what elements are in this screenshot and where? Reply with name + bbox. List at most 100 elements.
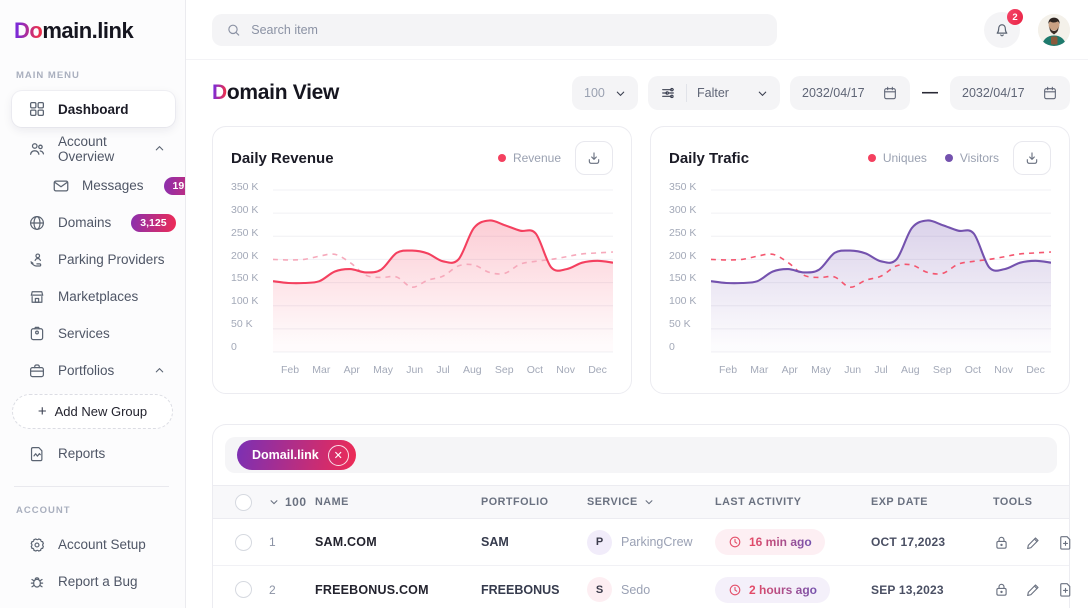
daily-revenue-chart-card: Daily Revenue Revenue 350 K 300 K 250 K 200… xyxy=(212,126,632,394)
chevron-down-icon xyxy=(270,500,278,505)
sidebar-item-label: Reports xyxy=(58,446,106,461)
row-count-sort[interactable]: 100 xyxy=(269,495,315,509)
chart-title: Daily Trafic xyxy=(669,149,750,167)
user-avatar[interactable] xyxy=(1038,14,1070,46)
x-tick-label: Jun xyxy=(406,364,424,376)
sidebar-item-parking-providers[interactable]: Parking Providers xyxy=(12,241,175,278)
exp-date-cell: SEP 13,2023 xyxy=(871,582,944,597)
date-from-picker[interactable]: 2032/04/17 xyxy=(790,76,910,110)
legend-dot xyxy=(497,154,506,162)
edit-tool-button[interactable] xyxy=(1025,534,1042,551)
legend-item: Revenue xyxy=(497,151,561,165)
activity-pill: 2 hours ago xyxy=(715,576,831,603)
sidebar-item-label: Portfolios xyxy=(58,363,115,378)
sidebar-item-label: Report a Bug xyxy=(58,574,138,589)
filter-chip-domail-link[interactable]: Domail.link ✕ xyxy=(237,440,356,470)
column-header-service-label: SERVICE xyxy=(587,496,638,508)
x-tick-label: Oct xyxy=(964,364,982,376)
Visitors-line xyxy=(711,220,1051,283)
edit-tool-button[interactable] xyxy=(1025,581,1042,598)
sidebar-item-portfolios[interactable]: Portfolios xyxy=(12,352,175,389)
add-new-group-button[interactable]: + Add New Group xyxy=(12,394,173,429)
notifications-button[interactable]: 2 xyxy=(984,9,1023,48)
sidebar-item-label: Account Overview xyxy=(58,133,115,164)
x-tick-label: Sep xyxy=(932,364,952,376)
Revenue (dashed)-line xyxy=(273,252,613,287)
date-to-picker[interactable]: 2032/04/17 xyxy=(950,76,1070,110)
select-all-checkbox[interactable] xyxy=(235,493,252,511)
table-row[interactable]: 1 SAM.COM SAM P ParkingCrew 16 min ago O… xyxy=(213,519,1071,566)
lock-tool-button[interactable] xyxy=(993,581,1010,598)
add-file-tool-button[interactable] xyxy=(1057,581,1074,598)
x-tick-label: Apr xyxy=(781,364,798,376)
main-menu-label: MAIN MENU xyxy=(16,70,80,81)
x-axis-labels: Feb Mar Apr May Jun Jul Aug Sep Oct Nov Dec xyxy=(279,357,613,376)
sidebar-item-marketplaces[interactable]: Marketplaces xyxy=(12,278,175,315)
title-accent: D xyxy=(212,81,227,104)
y-axis-labels: 350 K 300 K 250 K 200 K 150 K 100 K 50 K 0 xyxy=(231,181,265,353)
x-tick-label: Sep xyxy=(494,364,514,376)
calendar-icon xyxy=(884,86,896,100)
row-checkbox[interactable] xyxy=(235,533,252,551)
chart-canvas xyxy=(711,185,1051,357)
lock-icon xyxy=(996,536,1007,549)
clock-icon xyxy=(729,584,741,595)
sidebar-item-domains[interactable]: Domains 3,125 xyxy=(12,204,176,241)
search-input[interactable] xyxy=(251,23,763,37)
search-bar[interactable] xyxy=(212,14,777,46)
chevron-up-icon xyxy=(155,145,164,151)
report-document-icon xyxy=(30,446,43,461)
sidebar-item-account-setup[interactable]: Account Setup xyxy=(12,526,175,563)
sidebar-item-messages[interactable]: Messages 19135 xyxy=(12,167,185,204)
sidebar-item-services[interactable]: Services xyxy=(12,315,175,352)
clock-icon xyxy=(729,536,741,548)
row-checkbox[interactable] xyxy=(235,581,252,598)
column-header-exp-date[interactable]: EXP DATE xyxy=(871,496,928,508)
x-tick-label: Jul xyxy=(874,364,888,376)
column-header-last-activity[interactable]: LAST ACTIVITY xyxy=(715,496,802,508)
tools-cell xyxy=(993,581,1088,598)
y-tick-label: 50 K xyxy=(669,318,691,331)
lock-tool-button[interactable] xyxy=(993,534,1010,551)
chevron-down-icon xyxy=(758,91,767,96)
page-size-select[interactable]: 100 xyxy=(572,76,638,110)
dashboard-grid-icon xyxy=(29,101,45,117)
sidebar-item-dashboard[interactable]: Dashboard xyxy=(12,91,175,127)
add-file-tool-button[interactable] xyxy=(1057,534,1074,551)
divider xyxy=(686,84,687,102)
sidebar-item-label: Services xyxy=(58,326,110,341)
file-plus-icon xyxy=(1060,535,1071,550)
sidebar-item-account-overview[interactable]: Account Overview xyxy=(12,130,175,167)
chevron-down-icon xyxy=(616,91,625,96)
last-activity-cell: 16 min ago xyxy=(715,529,871,555)
remove-filter-icon[interactable]: ✕ xyxy=(327,444,349,466)
gear-icon xyxy=(30,537,44,552)
table-row[interactable]: 2 FREEBONUS.COM FREEBONUS S Sedo 2 hours… xyxy=(213,566,1071,608)
briefcase-icon xyxy=(30,363,44,377)
x-tick-label: Mar xyxy=(750,364,769,376)
date-from-value: 2032/04/17 xyxy=(802,86,865,100)
date-to-value: 2032/04/17 xyxy=(962,86,1025,100)
app-logo: Domain.link xyxy=(14,18,175,44)
y-tick-label: 50 K xyxy=(231,318,253,331)
sidebar-item-label: Domains xyxy=(58,215,112,230)
sidebar-item-report-a-bug[interactable]: Report a Bug xyxy=(12,563,175,600)
column-header-portfolio[interactable]: PORTFOLIO xyxy=(481,496,549,508)
sidebar-item-label: Account Setup xyxy=(58,537,146,552)
parking-provider-icon xyxy=(30,252,42,267)
column-header-service[interactable]: SERVICE xyxy=(587,496,715,508)
package-icon xyxy=(30,326,44,340)
column-header-tools[interactable]: TOOLS xyxy=(993,496,1033,508)
service-initial-badge: S xyxy=(587,577,612,602)
sidebar-item-reports[interactable]: Reports xyxy=(12,435,175,472)
column-header-name[interactable]: NAME xyxy=(315,496,349,508)
topbar: 2 xyxy=(186,0,1088,60)
legend-item: Visitors xyxy=(944,151,999,165)
charts-row: Daily Revenue Revenue 350 K 300 K 250 K 200… xyxy=(186,126,1088,394)
filter-dropdown[interactable]: Falter xyxy=(648,76,780,110)
search-icon xyxy=(228,24,240,36)
chart-plot-area xyxy=(273,185,613,357)
download-chart-button[interactable] xyxy=(575,141,613,175)
download-chart-button[interactable] xyxy=(1013,141,1051,175)
filter-sliders-icon xyxy=(662,87,674,99)
